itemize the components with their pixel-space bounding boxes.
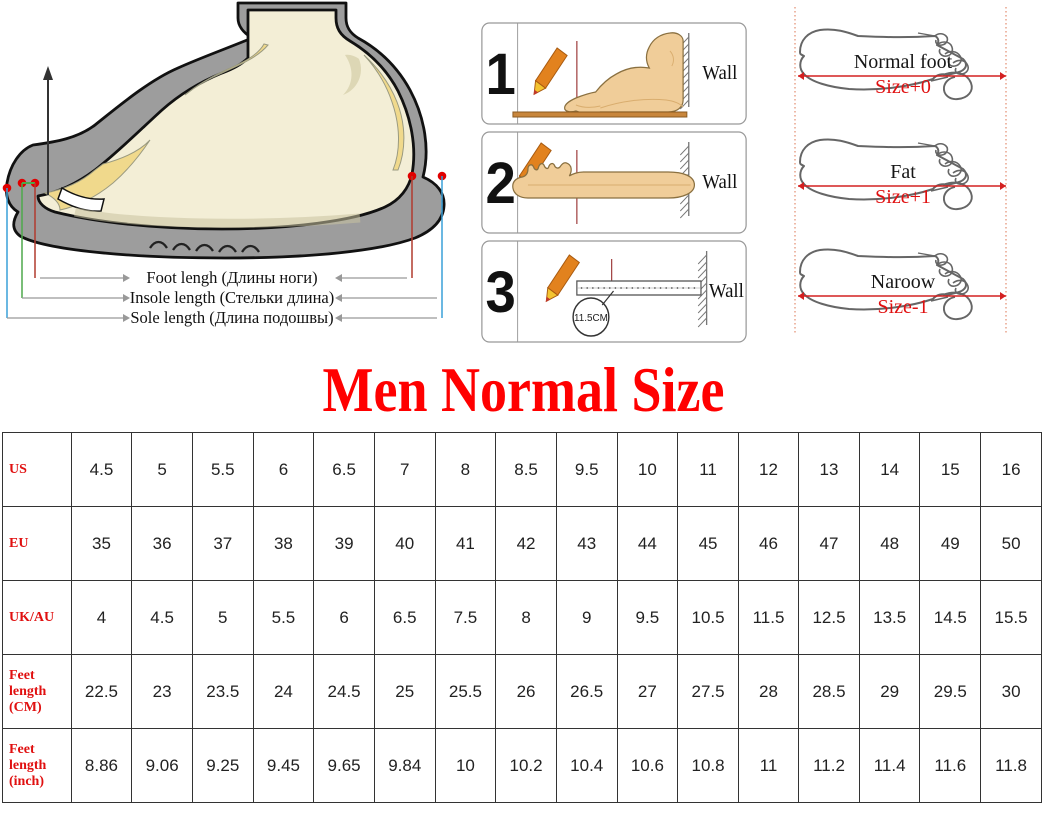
svg-text:Wall: Wall	[702, 63, 737, 85]
svg-text:Foot lengh (Длины ноги): Foot lengh (Длины ноги)	[146, 268, 317, 287]
svg-text:11.5CM: 11.5CM	[574, 313, 608, 324]
svg-text:Wall: Wall	[702, 172, 737, 194]
svg-text:Wall: Wall	[709, 281, 744, 303]
svg-text:Size+1: Size+1	[875, 186, 931, 208]
svg-text:3: 3	[486, 259, 516, 324]
svg-text:Size-1: Size-1	[877, 296, 928, 318]
svg-text:Size+0: Size+0	[875, 76, 931, 98]
svg-text:2: 2	[486, 150, 516, 215]
svg-text:Sole length (Длина подошвы): Sole length (Длина подошвы)	[130, 308, 333, 327]
svg-text:Naroow: Naroow	[871, 271, 936, 293]
svg-text:Insole length (Стельки длина): Insole length (Стельки длина)	[130, 288, 334, 307]
svg-text:1: 1	[486, 41, 516, 106]
svg-text:Fat: Fat	[890, 161, 916, 183]
svg-text:Normal foot: Normal foot	[854, 51, 953, 73]
